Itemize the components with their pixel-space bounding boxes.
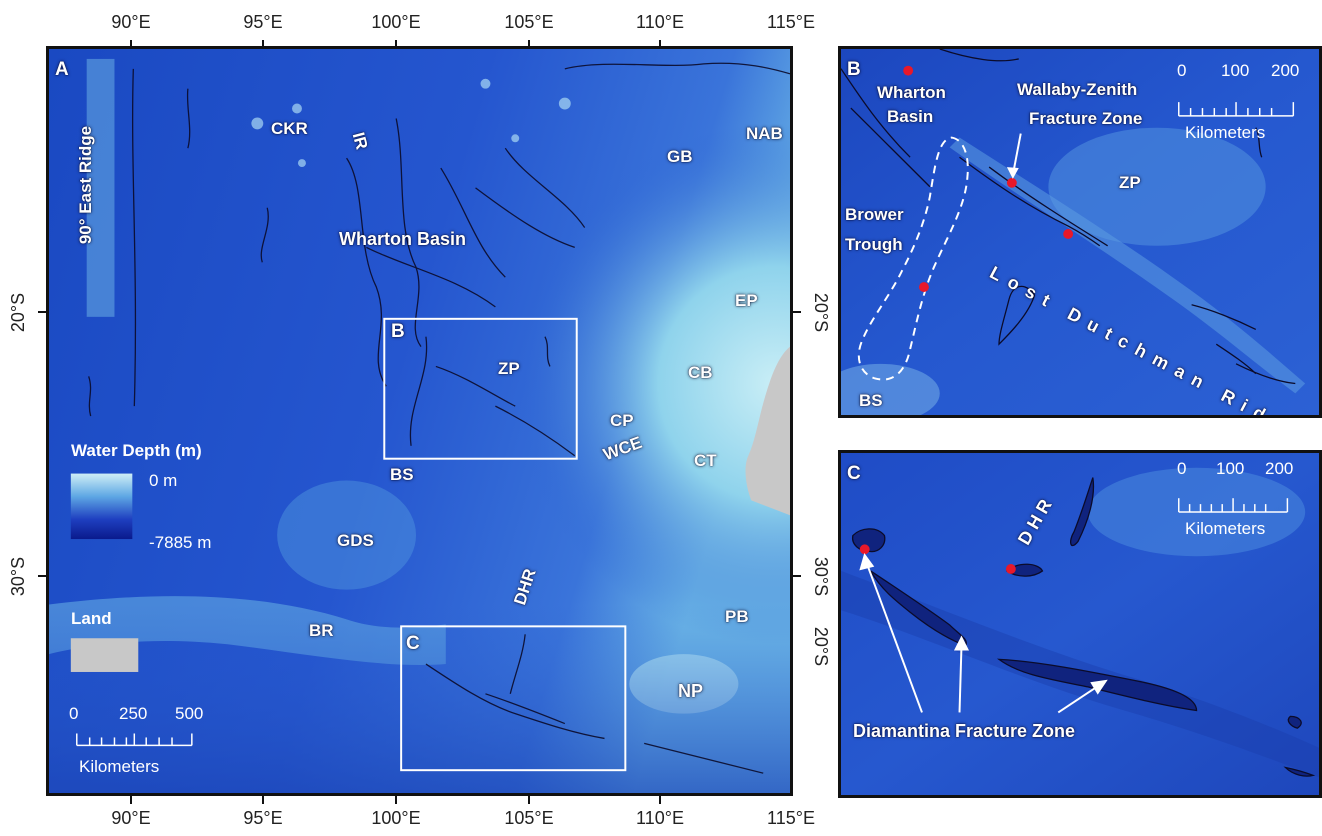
panel-a-letter: A [55,59,69,80]
label-b-brower-2: Trough [845,235,903,254]
tickmark-bot-90 [130,796,132,804]
label-b-brower-1: Brower [845,205,904,224]
tick-top-110e: 110°E [636,12,684,32]
label-b-wharton-2: Basin [887,107,934,126]
bathymetry-map-b [841,49,1319,415]
tick-right-20s-lower: 20°S [811,626,832,667]
label-br: BR [309,621,334,640]
tick-left-30s: 30°S [8,556,29,597]
label-ct: CT [694,451,717,470]
label-np: NP [678,681,704,701]
tickmark-bot-105 [528,796,530,804]
tickmark-top-105 [528,40,530,48]
bathymetry-map-c [841,453,1319,795]
scale-b-unit: Kilometers [1185,123,1266,142]
box-b-letter: B [391,321,405,342]
tickmark-bot-100 [395,796,397,804]
label-wharton-basin: Wharton Basin [339,229,467,249]
scale-c-200: 200 [1265,459,1294,478]
tick-top-90e: 90°E [111,12,151,32]
label-b-wz-1: Wallaby-Zenith [1017,80,1138,99]
label-gds: GDS [337,531,374,550]
tick-left-20s: 20°S [8,292,29,333]
tick-top-115e: 115°E [767,12,815,32]
label-ep: EP [735,291,758,310]
scale-a-unit: Kilometers [79,757,160,776]
scale-b-200: 200 [1271,61,1300,80]
tickmark-left-20 [38,311,46,313]
tick-bot-100e: 100°E [371,808,421,828]
legend-max: 0 m [149,471,178,490]
scale-b-0: 0 [1177,61,1187,80]
tickmark-bot-95 [262,796,264,804]
tick-right-30s: 30°S [811,556,832,597]
label-ckr: CKR [271,119,308,138]
scale-c-unit: Kilometers [1185,519,1266,538]
legend-title: Water Depth (m) [71,441,202,460]
label-zp: ZP [498,359,520,378]
label-gb: GB [667,147,693,166]
legend-land-label: Land [71,609,112,628]
tickmark-top-95 [262,40,264,48]
label-c-diamantina-fracture-zone: Diamantina Fracture Zone [853,721,1076,741]
tick-top-95e: 95°E [243,12,283,32]
panel-b-letter: B [847,59,861,80]
legend-min: -7885 m [149,533,212,552]
panel-c-letter: C [847,463,861,484]
label-cb: CB [688,363,713,382]
map-panel-b: B Wharton Basin Wallaby-Zenith Fracture … [838,46,1322,418]
tickmark-top-90 [130,40,132,48]
scale-c-0: 0 [1177,459,1187,478]
tick-right-20s: 20°S [811,292,832,333]
label-cp: CP [610,411,634,430]
label-nab: NAB [746,124,783,143]
bathymetry-map-a [49,49,790,793]
tick-top-100e: 100°E [371,12,421,32]
label-90-east-ridge: 90° East Ridge [76,125,95,245]
label-bs: BS [390,465,414,484]
scale-a-0: 0 [69,704,79,723]
map-panel-c: C D H R Diamantina Fracture Zone 0 100 2… [838,450,1322,798]
tickmark-right-20 [793,311,801,313]
tickmark-left-30 [38,575,46,577]
label-b-wharton-1: Wharton [877,83,946,102]
tick-top-105e: 105°E [504,12,554,32]
tick-bot-110e: 110°E [636,808,684,828]
tick-bot-95e: 95°E [243,808,283,828]
scale-a-500: 500 [175,704,204,723]
scale-c-100: 100 [1216,459,1245,478]
label-b-wz-2: Fracture Zone [1029,109,1143,128]
tick-bot-105e: 105°E [504,808,554,828]
tickmark-right-30 [793,575,801,577]
label-b-zp: ZP [1119,173,1141,192]
map-panel-a: A 90° East Ridge CKR IR Wharton Basin GB… [46,46,793,796]
label-b-bs: BS [859,391,883,410]
tick-bot-115e: 115°E [767,808,815,828]
label-pb: PB [725,607,749,626]
scale-a-250: 250 [119,704,148,723]
scale-b-100: 100 [1221,61,1250,80]
tickmark-bot-110 [659,796,661,804]
box-c-letter: C [406,633,420,654]
tickmark-top-110 [659,40,661,48]
tickmark-top-100 [395,40,397,48]
tick-bot-90e: 90°E [111,808,151,828]
